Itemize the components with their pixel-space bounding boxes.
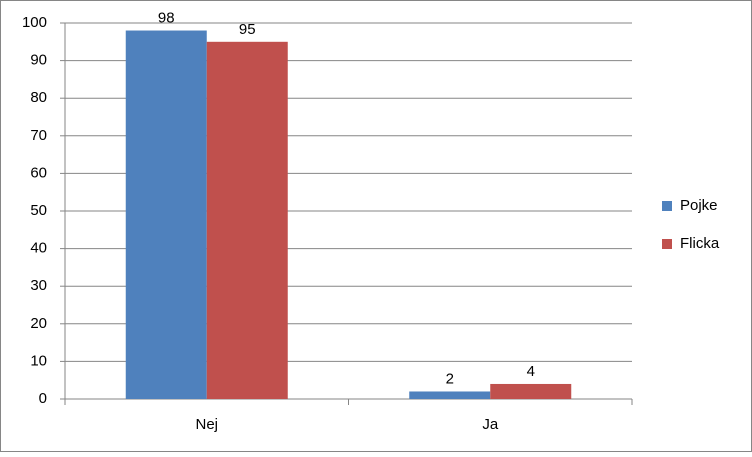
x-tick-label: Ja	[482, 416, 499, 433]
y-tick-label: 60	[30, 164, 47, 181]
bar	[490, 383, 572, 399]
y-tick-label: 10	[30, 352, 47, 369]
y-tick-label: 50	[30, 202, 47, 219]
data-label: 95	[239, 21, 256, 38]
y-tick-label: 30	[30, 277, 47, 294]
bar	[409, 391, 491, 399]
data-label: 2	[446, 370, 454, 387]
y-tick-label: 70	[30, 127, 47, 144]
bar	[206, 41, 288, 400]
data-label: 98	[158, 9, 175, 26]
y-tick-label: 90	[30, 52, 47, 69]
y-tick-label: 0	[39, 390, 47, 407]
y-tick-label: 80	[30, 89, 47, 106]
bar	[125, 30, 207, 400]
legend-label: Pojke	[680, 197, 718, 214]
legend-label: Flicka	[680, 235, 720, 252]
x-tick-label: Nej	[195, 416, 218, 433]
legend-swatch	[662, 239, 672, 249]
y-tick-label: 100	[22, 14, 47, 31]
y-tick-label: 20	[30, 315, 47, 332]
data-label: 4	[527, 363, 535, 380]
y-tick-label: 40	[30, 240, 47, 257]
legend-swatch	[662, 201, 672, 211]
